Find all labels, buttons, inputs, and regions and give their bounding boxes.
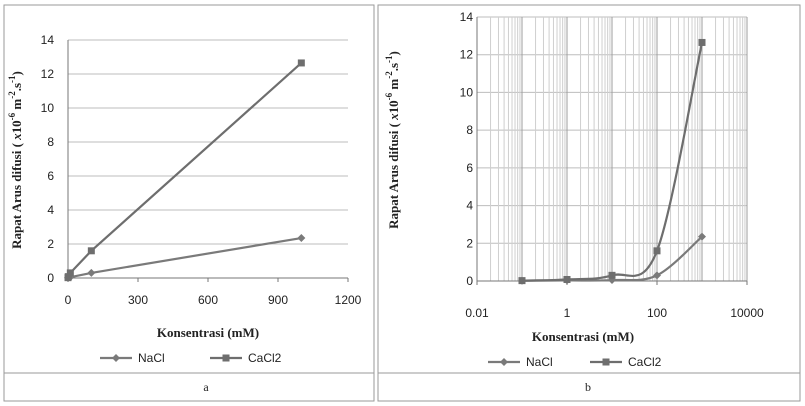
data-point-cacl2 [698, 38, 706, 46]
series-b [518, 38, 706, 285]
legend-marker-nacl [500, 358, 508, 366]
legend-b: NaCl CaCl2 [488, 355, 662, 369]
x-axis-label-a: Konsentrasi (mM) [157, 325, 259, 340]
y-tick-labels-a: 0 2 4 6 8 10 12 14 [41, 33, 55, 285]
y-tick-label: 6 [47, 169, 54, 183]
grid-a [68, 39, 348, 245]
data-point-cacl2 [297, 59, 305, 67]
grid-b [476, 16, 748, 281]
legend-marker-cacl2 [602, 358, 610, 366]
legend-a: NaCl CaCl2 [100, 351, 282, 365]
x-tick-label: 10000 [730, 306, 764, 320]
data-point-cacl2 [87, 247, 95, 255]
axes-a [67, 40, 349, 282]
panel-a-frame [3, 4, 375, 402]
y-tick-label: 2 [47, 237, 54, 251]
x-tick-label: 0 [65, 293, 72, 307]
y-tick-label: 12 [41, 67, 55, 81]
panel-a-label: a [203, 380, 209, 394]
series-line-cacl2 [521, 42, 704, 282]
y-tick-label: 0 [47, 271, 54, 285]
legend-marker-cacl2 [222, 354, 230, 362]
data-point-cacl2 [608, 271, 616, 279]
legend-label-nacl: NaCl [526, 355, 553, 369]
x-tick-label: 900 [268, 293, 288, 307]
x-tick-labels-a: 0 300 600 900 1200 [65, 293, 362, 307]
panel-b-frame [377, 4, 801, 402]
x-tick-label: 0.01 [465, 306, 489, 320]
data-point-cacl2 [66, 269, 74, 277]
y-tick-label: 2 [466, 236, 473, 250]
y-tick-label: 4 [466, 199, 473, 213]
x-tick-label: 1200 [335, 293, 362, 307]
chart-panel-a: 0 2 4 6 8 10 12 14 0 300 600 900 1200 Konsentrasi (… [7, 33, 362, 394]
legend-marker-nacl [112, 354, 120, 362]
data-point-cacl2 [653, 247, 661, 255]
data-point-cacl2 [64, 273, 72, 281]
y-tick-label: 14 [460, 10, 474, 24]
legend-label-cacl2: CaCl2 [628, 355, 662, 369]
data-point-cacl2 [563, 275, 571, 283]
x-tick-label: 300 [128, 293, 148, 307]
data-point-nacl [698, 232, 706, 241]
y-tick-label: 8 [47, 135, 54, 149]
panel-b-label: b [585, 380, 591, 394]
y-tick-label: 14 [41, 33, 55, 47]
y-tick-label: 4 [47, 203, 54, 217]
legend-label-cacl2: CaCl2 [248, 351, 282, 365]
x-tick-label: 600 [198, 293, 218, 307]
y-tick-label: 10 [460, 85, 474, 99]
y-tick-labels-b: 0 2 4 6 8 10 12 14 [460, 10, 474, 288]
data-point-nacl [653, 271, 661, 280]
y-tick-label: 0 [466, 274, 473, 288]
x-tick-label: 100 [647, 306, 667, 320]
data-point-nacl [297, 234, 306, 243]
y-tick-label: 8 [466, 123, 473, 137]
data-point-nacl [87, 268, 96, 277]
x-tick-label: 1 [564, 306, 571, 320]
y-tick-label: 12 [460, 48, 474, 62]
data-point-cacl2 [518, 277, 526, 285]
series-a [64, 59, 306, 282]
chart-panel-b: 0 2 4 6 8 10 12 14 0.01 1 100 10000 Konsentrasi (m… [384, 10, 764, 394]
y-tick-label: 6 [466, 161, 473, 175]
x-tick-labels-b: 0.01 1 100 10000 [465, 306, 764, 320]
y-tick-label: 10 [41, 101, 55, 115]
legend-label-nacl: NaCl [138, 351, 165, 365]
x-axis-label-b: Konsentrasi (mM) [532, 329, 634, 344]
